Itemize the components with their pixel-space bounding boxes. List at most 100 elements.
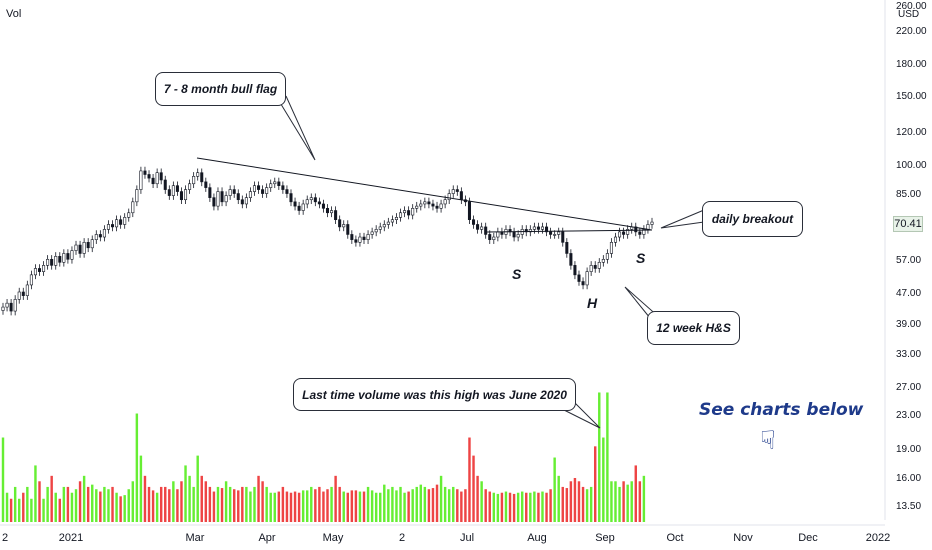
volume-bar	[411, 489, 414, 522]
price-axis-currency: USD	[898, 9, 920, 20]
volume-bar	[423, 486, 427, 522]
volume-bar	[472, 455, 475, 522]
volume-bar	[460, 491, 463, 522]
volume-bar	[387, 489, 390, 522]
volume-bar	[447, 489, 451, 522]
candle-body	[488, 234, 492, 240]
candle-body	[94, 234, 98, 240]
right-shoulder-label: S	[636, 250, 646, 266]
price-axis-tick: 27.00	[896, 382, 921, 393]
candle-body	[354, 239, 358, 243]
candle-body	[573, 265, 577, 276]
candle-body	[33, 268, 37, 276]
price-axis-tick: 120.00	[896, 127, 927, 138]
candle-body	[106, 224, 110, 230]
volume-bar	[370, 490, 374, 522]
candle-body	[232, 189, 236, 194]
candle-body	[618, 231, 622, 238]
candle-body	[139, 170, 143, 190]
volume-bar	[127, 489, 130, 522]
candle-body	[200, 172, 204, 183]
candle-body	[21, 291, 25, 296]
volume-bar	[74, 489, 78, 522]
volume-bar	[545, 492, 548, 522]
candle-body	[277, 181, 281, 186]
volume-bar	[82, 475, 86, 522]
volume-bar	[610, 481, 613, 522]
volume-bar	[297, 492, 301, 522]
volume-bar	[164, 486, 167, 522]
volume-bar	[561, 486, 564, 522]
volume-bar	[168, 489, 171, 522]
volume-bar	[399, 486, 402, 522]
volume-bar	[622, 481, 625, 522]
candle-body	[54, 256, 58, 266]
volume-bars	[1, 392, 646, 522]
volume-bar	[42, 498, 45, 522]
volume-callout: Last time volume was this high was June …	[293, 378, 576, 411]
see-charts-below-note: See charts below	[699, 400, 864, 420]
volume-bar	[99, 491, 102, 522]
candle-body	[516, 234, 520, 238]
candle-body	[37, 268, 42, 272]
time-axis-label: Oct	[666, 532, 683, 544]
volume-bar	[50, 475, 53, 522]
volume-bar	[70, 492, 74, 522]
volume-bar	[589, 486, 593, 522]
volume-bar	[573, 477, 577, 522]
volume-bar	[192, 486, 195, 522]
volume-bar	[350, 490, 354, 522]
volume-bar	[151, 490, 155, 522]
volume-bar	[585, 489, 589, 522]
time-axis-label: Apr	[258, 532, 275, 544]
price-axis-tick: 47.00	[896, 288, 921, 299]
volume-bar	[403, 492, 406, 522]
volume-bar	[516, 492, 520, 522]
candle-body	[350, 234, 354, 240]
volume-bar	[326, 489, 329, 522]
candle-body	[184, 189, 188, 201]
volume-bar	[103, 486, 106, 522]
volume-bar	[330, 486, 333, 522]
candle-body	[601, 258, 605, 263]
volume-bar	[38, 481, 41, 522]
volume-bar	[269, 492, 272, 522]
candle-body	[593, 265, 597, 269]
price-axis-tick: 57.00	[896, 255, 921, 266]
volume-bar	[216, 486, 220, 522]
volume-bar	[34, 465, 37, 522]
volume-bar	[253, 486, 256, 522]
volume-bar	[241, 486, 244, 522]
candle-body	[70, 250, 74, 260]
volume-bar	[318, 486, 321, 522]
candle-body	[492, 236, 496, 240]
candle-body	[549, 231, 553, 235]
candle-body	[240, 199, 244, 205]
candle-body	[46, 258, 50, 266]
candle-body	[5, 302, 9, 308]
volume-bar	[232, 489, 236, 522]
candle-body	[216, 191, 220, 207]
time-axis-label: 2022	[866, 532, 890, 544]
candle-body	[540, 226, 544, 230]
candle-body	[565, 242, 569, 254]
candle-body	[13, 299, 17, 312]
volume-bar	[131, 481, 135, 522]
candle-body	[301, 203, 305, 211]
volume-bar	[476, 475, 479, 522]
volume-bar	[107, 489, 110, 522]
volume-bar	[143, 475, 147, 522]
candle-body	[305, 199, 309, 205]
head-label: H	[587, 295, 598, 311]
volume-bar	[553, 457, 556, 522]
volume-bar	[512, 493, 516, 522]
volume-bar	[374, 492, 378, 522]
price-axis-tick: 33.00	[896, 349, 921, 360]
volume-bar	[569, 481, 573, 522]
candle-body	[9, 302, 13, 312]
volume-bar	[492, 492, 496, 522]
candle-body	[536, 226, 540, 230]
volume-bar	[176, 489, 179, 522]
candle-body	[358, 236, 362, 243]
volume-bar	[484, 489, 487, 522]
